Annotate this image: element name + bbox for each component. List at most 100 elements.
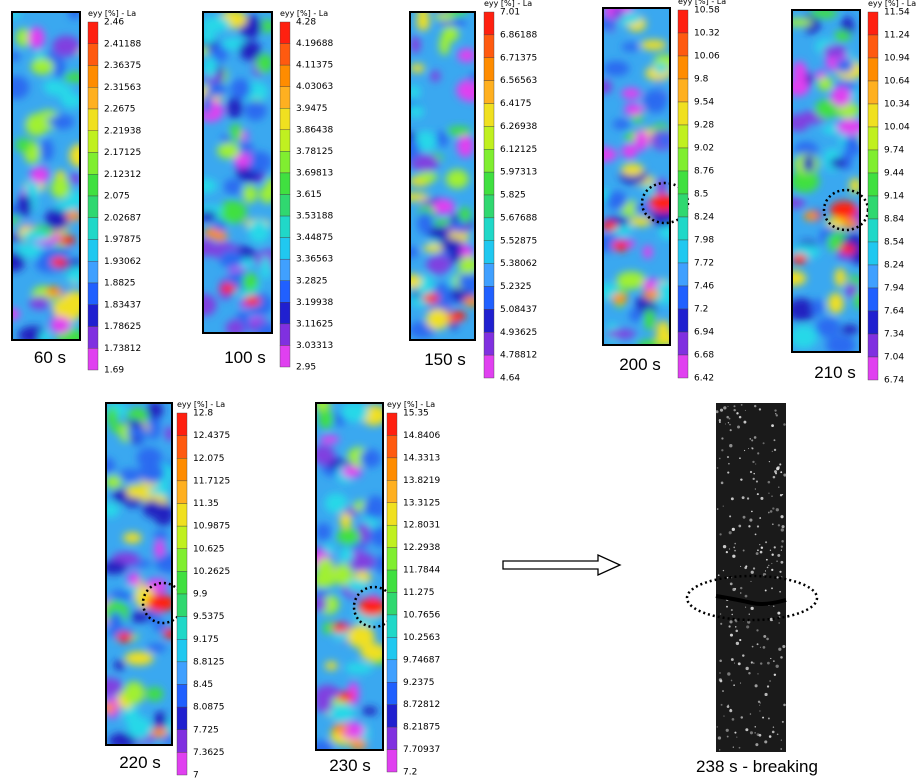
- strain-blob: [414, 130, 437, 153]
- speckle: [726, 415, 729, 419]
- speckle: [728, 417, 731, 420]
- speckle: [756, 525, 760, 528]
- colorbar-segment: [87, 261, 99, 284]
- colorbar-tick-label: 11.54: [884, 8, 910, 18]
- colorbar-tick-label: 10.625: [193, 544, 225, 554]
- strain-blob: [644, 308, 655, 331]
- colorbar-segment: [176, 752, 188, 776]
- speckle: [726, 605, 728, 608]
- strain-blob: [815, 99, 839, 119]
- strain-blob: [361, 706, 378, 716]
- speckle: [764, 692, 768, 697]
- colorbar-title: eyy [%] - La: [868, 0, 916, 8]
- colorbar-title: eyy [%] - La: [88, 9, 136, 18]
- colorbar-tick-label: 7.2: [403, 768, 417, 778]
- colorbar-segment: [677, 78, 689, 103]
- colorbar-segment: [279, 237, 291, 260]
- strain-blob: [603, 60, 630, 77]
- strain-blob: [124, 651, 154, 666]
- speckle: [740, 592, 742, 594]
- colorbar-tick-label: 10.2563: [403, 633, 440, 643]
- strain-blob: [422, 293, 439, 304]
- strain-blob: [445, 169, 469, 189]
- colorbar-segment: [386, 682, 398, 705]
- strain-blob: [126, 408, 149, 423]
- colorbar-tick-label: 7.3625: [193, 748, 225, 758]
- colorbar-tick-label: 6.86188: [500, 30, 537, 40]
- strain-blob: [333, 563, 353, 586]
- strain-blob: [203, 30, 217, 45]
- strain-blob: [316, 597, 327, 612]
- strain-blob: [410, 63, 425, 73]
- speckle: [778, 486, 780, 488]
- speckle: [733, 684, 735, 686]
- speckle: [751, 645, 754, 648]
- colorbar-segment: [483, 11, 495, 36]
- colorbar-tick-label: 14.8406: [403, 431, 440, 441]
- speckle: [781, 720, 784, 723]
- strain-panel: eyy [%] - La2.46 2.41188 2.36375 2.31563 2.2…: [11, 9, 141, 376]
- speckle: [771, 450, 773, 453]
- strain-blob: [65, 210, 80, 221]
- strain-blob: [25, 113, 49, 137]
- colorbar-tick-label: 1.69: [104, 366, 124, 376]
- speckle: [764, 589, 767, 592]
- speckle: [723, 715, 725, 717]
- colorbar-segment: [279, 108, 291, 131]
- colorbar-tick-label: 9.9: [193, 590, 208, 600]
- strain-blob: [30, 58, 54, 75]
- strain-blob: [458, 207, 471, 224]
- speckle: [752, 477, 755, 481]
- colorbar-tick-label: 8.5: [694, 190, 708, 200]
- strain-blob: [153, 621, 168, 632]
- speckle: [722, 505, 724, 507]
- strain-blob: [146, 687, 164, 701]
- colorbar-segment: [279, 172, 291, 195]
- speckle: [779, 590, 781, 593]
- strain-blob: [362, 500, 380, 518]
- speckle: [719, 613, 722, 615]
- colorbar-segment: [176, 616, 188, 640]
- colorbar-tick-label: 15.35: [403, 409, 429, 419]
- strain-blob: [119, 423, 132, 442]
- strain-blob: [427, 225, 451, 241]
- strain-blob: [360, 643, 383, 662]
- hot-spot: [358, 598, 383, 616]
- strain-blob: [450, 311, 467, 322]
- speckle: [780, 560, 784, 564]
- colorbar-segment: [677, 124, 689, 149]
- speckle: [732, 554, 736, 558]
- colorbar-tick-label: 3.615: [296, 190, 322, 200]
- strain-blob: [825, 334, 856, 352]
- strain-blob: [811, 298, 825, 317]
- colorbar-tick-label: 10.9875: [193, 522, 230, 532]
- time-label: 150 s: [424, 350, 466, 369]
- strain-blob: [792, 60, 807, 84]
- strain-blob: [248, 219, 270, 243]
- speckle: [751, 439, 754, 442]
- map-border: [105, 402, 173, 746]
- strain-blob: [238, 40, 262, 61]
- speckle: [742, 549, 745, 552]
- colorbar-segment: [483, 263, 495, 287]
- strain-blob: [109, 611, 123, 631]
- colorbar-segment: [176, 661, 188, 685]
- speckle: [762, 442, 765, 445]
- colorbar-segment: [867, 126, 879, 151]
- colorbar-segment: [386, 592, 398, 616]
- strain-blob: [368, 526, 383, 546]
- time-label: 100 s: [224, 348, 266, 367]
- strain-map: [316, 403, 383, 750]
- speckle: [776, 576, 779, 579]
- speckle: [753, 436, 757, 439]
- colorbar-segment: [176, 548, 188, 572]
- colorbar-segment: [87, 239, 99, 262]
- strain-blob: [151, 727, 168, 738]
- speckle: [725, 728, 729, 732]
- colorbar-segment: [176, 684, 188, 708]
- colorbar-segment: [867, 57, 879, 82]
- speckle: [733, 546, 736, 549]
- colorbar-segment: [87, 174, 99, 197]
- map-border: [11, 11, 81, 341]
